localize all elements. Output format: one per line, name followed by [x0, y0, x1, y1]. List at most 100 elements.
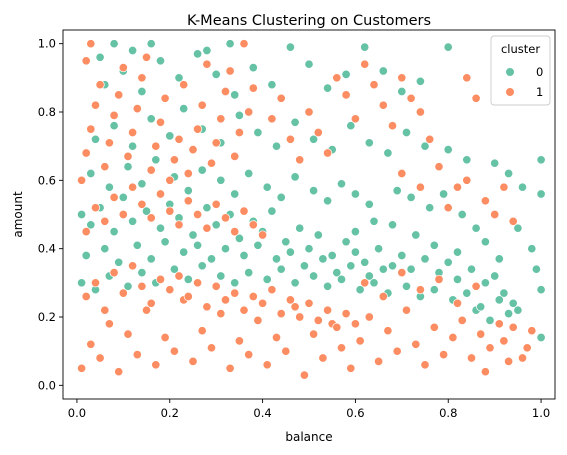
cluster-1-point [248, 83, 258, 93]
cluster-0-point [457, 209, 467, 220]
cluster-1-point [415, 182, 425, 192]
cluster-0-point [197, 165, 207, 175]
cluster-1-point [392, 346, 402, 356]
cluster-0-point [401, 127, 412, 138]
cluster-0-point [262, 182, 272, 192]
cluster-0-point [443, 42, 453, 52]
cluster-1-point [90, 100, 101, 110]
cluster-1-point [271, 332, 282, 343]
x-tick-label: 0.2 [161, 406, 179, 420]
cluster-0-point [137, 179, 147, 189]
cluster-1-point [309, 329, 319, 339]
cluster-0-point [128, 216, 138, 226]
cluster-1-point [132, 350, 142, 360]
cluster-0-point [109, 227, 119, 237]
cluster-1-point [267, 285, 277, 295]
cluster-0-point [452, 274, 463, 284]
cluster-1-point [174, 134, 184, 144]
cluster-0-point [485, 315, 495, 325]
cluster-1-point [262, 360, 272, 370]
cluster-1-point [206, 158, 217, 168]
cluster-0-point [174, 73, 184, 83]
cluster-0-point [155, 223, 166, 233]
cluster-0-point [466, 264, 477, 274]
cluster-0-point [429, 240, 439, 250]
cluster-0-point [350, 227, 360, 237]
cluster-0-point [309, 271, 319, 281]
cluster-1-point [193, 209, 203, 220]
cluster-1-point [295, 155, 305, 165]
cluster-0-point [378, 66, 388, 76]
cluster-0-point [332, 268, 342, 278]
cluster-0-point [109, 39, 119, 49]
cluster-1-point [160, 332, 170, 343]
cluster-0-point [165, 131, 175, 141]
cluster-1-point [244, 107, 254, 117]
cluster-0-point [490, 158, 500, 168]
cluster-1-point [239, 39, 249, 49]
cluster-1-point [146, 298, 156, 308]
cluster-0-point [350, 189, 360, 199]
cluster-1-point [100, 162, 110, 172]
cluster-1-point [341, 309, 351, 319]
cluster-1-point [77, 363, 87, 373]
cluster-1-point [114, 367, 124, 377]
cluster-1-point [104, 138, 114, 148]
cluster-1-point [323, 148, 333, 158]
cluster-1-point [383, 326, 393, 336]
cluster-0-point [420, 141, 430, 151]
x-tick-label: 0.6 [346, 406, 364, 420]
chart-title: K-Means Clustering on Customers [187, 13, 431, 29]
cluster-1-point [146, 213, 156, 223]
cluster-0-point [336, 274, 347, 284]
cluster-1-point [471, 281, 481, 291]
cluster-1-point [244, 350, 254, 360]
cluster-1-point [313, 315, 323, 325]
cluster-0-point [216, 175, 226, 185]
cluster-1-point [295, 312, 305, 322]
cluster-0-point [211, 220, 221, 230]
cluster-1-point [285, 134, 295, 144]
cluster-1-point [336, 343, 347, 353]
cluster-1-point [220, 213, 231, 223]
cluster-0-point [513, 305, 523, 315]
cluster-1-point [508, 216, 518, 226]
cluster-0-point [513, 223, 523, 233]
cluster-1-point [188, 145, 198, 155]
cluster-1-point [276, 93, 286, 103]
cluster-0-point [401, 281, 412, 291]
cluster-0-point [188, 230, 198, 240]
cluster-1-point [202, 223, 212, 233]
cluster-1-point [527, 326, 537, 336]
cluster-1-point [230, 151, 240, 161]
cluster-1-point [332, 322, 342, 332]
cluster-0-point [271, 254, 282, 264]
cluster-1-point [499, 182, 509, 192]
cluster-0-point [480, 278, 490, 288]
cluster-0-point [151, 155, 161, 165]
cluster-1-point [225, 66, 235, 76]
cluster-0-point [276, 264, 286, 274]
cluster-1-point [211, 199, 221, 209]
cluster-1-point [299, 370, 309, 380]
cluster-1-point [494, 319, 504, 329]
cluster-1-point [155, 189, 166, 199]
cluster-1-point [118, 63, 128, 73]
cluster-1-point [128, 182, 138, 192]
cluster-0-point [216, 271, 226, 281]
cluster-1-point [350, 319, 360, 329]
cluster-1-point [480, 196, 490, 206]
cluster-0-point [323, 83, 333, 93]
cluster-1-point [86, 339, 96, 349]
cluster-1-point [100, 305, 110, 315]
cluster-1-point [128, 261, 138, 271]
cluster-1-point [281, 346, 291, 356]
cluster-1-point [118, 209, 128, 220]
cluster-0-point [77, 209, 87, 220]
cluster-1-point [517, 353, 528, 363]
cluster-0-point [100, 244, 110, 254]
cluster-1-point [151, 360, 161, 370]
cluster-1-point [174, 271, 184, 281]
cluster-1-point [230, 227, 240, 237]
x-tick-label: 0.0 [68, 406, 86, 420]
